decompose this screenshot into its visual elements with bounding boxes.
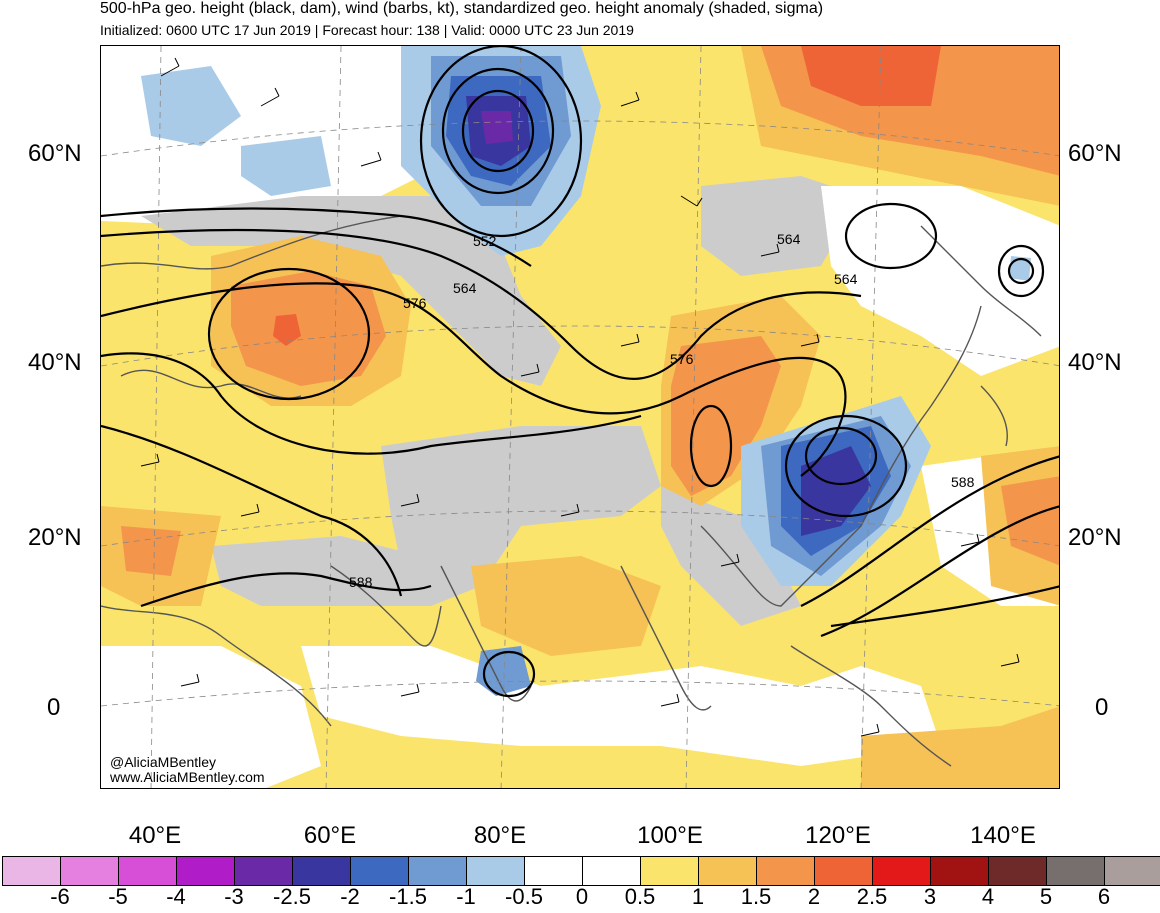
anomaly-region-red-caspian [273, 314, 301, 346]
colorbar-label: -2 [340, 884, 360, 909]
colorbar-label: -1 [456, 884, 476, 909]
colorbar-label: -6 [50, 884, 70, 909]
contour-label: 564 [777, 231, 801, 247]
colorbar-swatch [872, 856, 930, 886]
colorbar-label: 0.5 [624, 884, 656, 909]
contour-label: 564 [834, 271, 858, 287]
lon-label-120e: 120°E [805, 822, 871, 849]
colorbar-swatch [466, 856, 524, 886]
lat-label-60n-left: 60°N [28, 140, 82, 167]
wind-barbs [140, 57, 1020, 737]
map-subtitle: Initialized: 0600 UTC 17 Jun 2019 | Fore… [100, 22, 634, 38]
lat-label-40n-left: 40°N [28, 349, 82, 376]
graticule [101, 46, 1059, 788]
anomaly-region-red-siberia [801, 46, 941, 106]
lon-label-140e: 140°E [970, 822, 1036, 849]
lon-label-100e: 100°E [637, 822, 703, 849]
anomaly-region-gray-center [381, 426, 661, 606]
anomaly-region-dark-orange-caspian [231, 271, 386, 386]
colorbar [2, 856, 1160, 886]
map-title: 500-hPa geo. height (black, dam), wind (… [100, 0, 824, 17]
anomaly-region-gray-north [141, 196, 561, 386]
colorbar-swatch [698, 856, 756, 886]
colorbar-label: 4 [981, 884, 995, 909]
colorbar-swatch [234, 856, 292, 886]
colorbar-swatch [988, 856, 1046, 886]
colorbar-label: -2.5 [273, 884, 311, 909]
anomaly-region-dark-orange-arabia [121, 526, 181, 576]
anomaly-region-white-south [301, 646, 941, 766]
anomaly-region-blue-japan [1009, 256, 1031, 281]
colorbar-label: -1.5 [389, 884, 427, 909]
colorbar-label: 1.5 [740, 884, 772, 909]
credit-url: www.AliciaMBentley.com [110, 769, 265, 785]
credit-handle: @AliciaMBentley [110, 754, 217, 770]
anomaly-region-gray-northeast [701, 176, 861, 276]
colorbar-swatch [2, 856, 60, 886]
colorbar-label: 5 [1039, 884, 1053, 909]
colorbar-label: 2 [807, 884, 821, 909]
anomaly-region-blue-ural-core [481, 111, 513, 144]
height-contours [101, 46, 1059, 698]
colorbar-label: 2.5 [856, 884, 888, 909]
colorbar-swatch [176, 856, 234, 886]
colorbar-swatch [350, 856, 408, 886]
contour-label: 576 [670, 351, 694, 367]
lat-label-40n-right: 40°N [1068, 349, 1122, 376]
colorbar-swatch [814, 856, 872, 886]
colorbar-label: -5 [108, 884, 128, 909]
lat-label-20n-right: 20°N [1068, 524, 1122, 551]
colorbar-swatch [1046, 856, 1104, 886]
colorbar-swatch [408, 856, 466, 886]
colorbar-swatch [582, 856, 640, 886]
anomaly-region-blue-east-china-deep [801, 446, 871, 536]
lat-label-0-left: 0 [47, 694, 61, 721]
colorbar-label: -4 [166, 884, 186, 909]
colorbar-swatch [118, 856, 176, 886]
lon-label-80e: 80°E [473, 822, 527, 849]
coastlines [101, 215, 1042, 767]
anomaly-region-white-southwest [101, 646, 321, 788]
anomaly-region-orange-india [471, 556, 661, 656]
anomaly-region-white-northeast [821, 186, 1059, 376]
anomaly-region-orange-south [861, 706, 1059, 788]
colorbar-label: 1 [691, 884, 705, 909]
colorbar-swatch [1104, 856, 1160, 886]
colorbar-swatch [60, 856, 118, 886]
lat-label-0-right: 0 [1095, 694, 1109, 721]
contour-label: 576 [403, 295, 427, 311]
lon-label-60e: 60°E [303, 822, 357, 849]
lat-label-60n-right: 60°N [1068, 140, 1122, 167]
colorbar-label: -0.5 [505, 884, 543, 909]
colorbar-label: -3 [224, 884, 244, 909]
lon-label-40e: 40°E [128, 822, 182, 849]
colorbar-swatch [756, 856, 814, 886]
anomaly-region-blue-scandinavia-2 [241, 136, 331, 196]
contour-label: 588 [349, 574, 373, 590]
lat-label-20n-left: 20°N [28, 524, 82, 551]
anomaly-region-dark-orange-pacific [1001, 476, 1059, 566]
anomaly-region-gray-east [661, 486, 801, 626]
map-svg: 552 564 576 564 564 576 588 588 [101, 46, 1059, 788]
colorbar-swatch [292, 856, 350, 886]
colorbar-label: 6 [1097, 884, 1111, 909]
contour-label: 588 [951, 474, 975, 490]
contour-label: 552 [473, 233, 497, 249]
colorbar-swatch [640, 856, 698, 886]
colorbar-swatch [524, 856, 582, 886]
anomaly-region-dark-orange-china [671, 336, 781, 496]
colorbar-label: 3 [923, 884, 937, 909]
anomaly-region-blue-scandinavia [141, 66, 241, 146]
map-panel: 552 564 576 564 564 576 588 588 [100, 45, 1060, 789]
contour-label: 564 [453, 280, 477, 296]
colorbar-swatch [930, 856, 988, 886]
colorbar-label: 0 [575, 884, 589, 909]
contour-labels: 552 564 576 564 564 576 588 588 [349, 231, 975, 590]
